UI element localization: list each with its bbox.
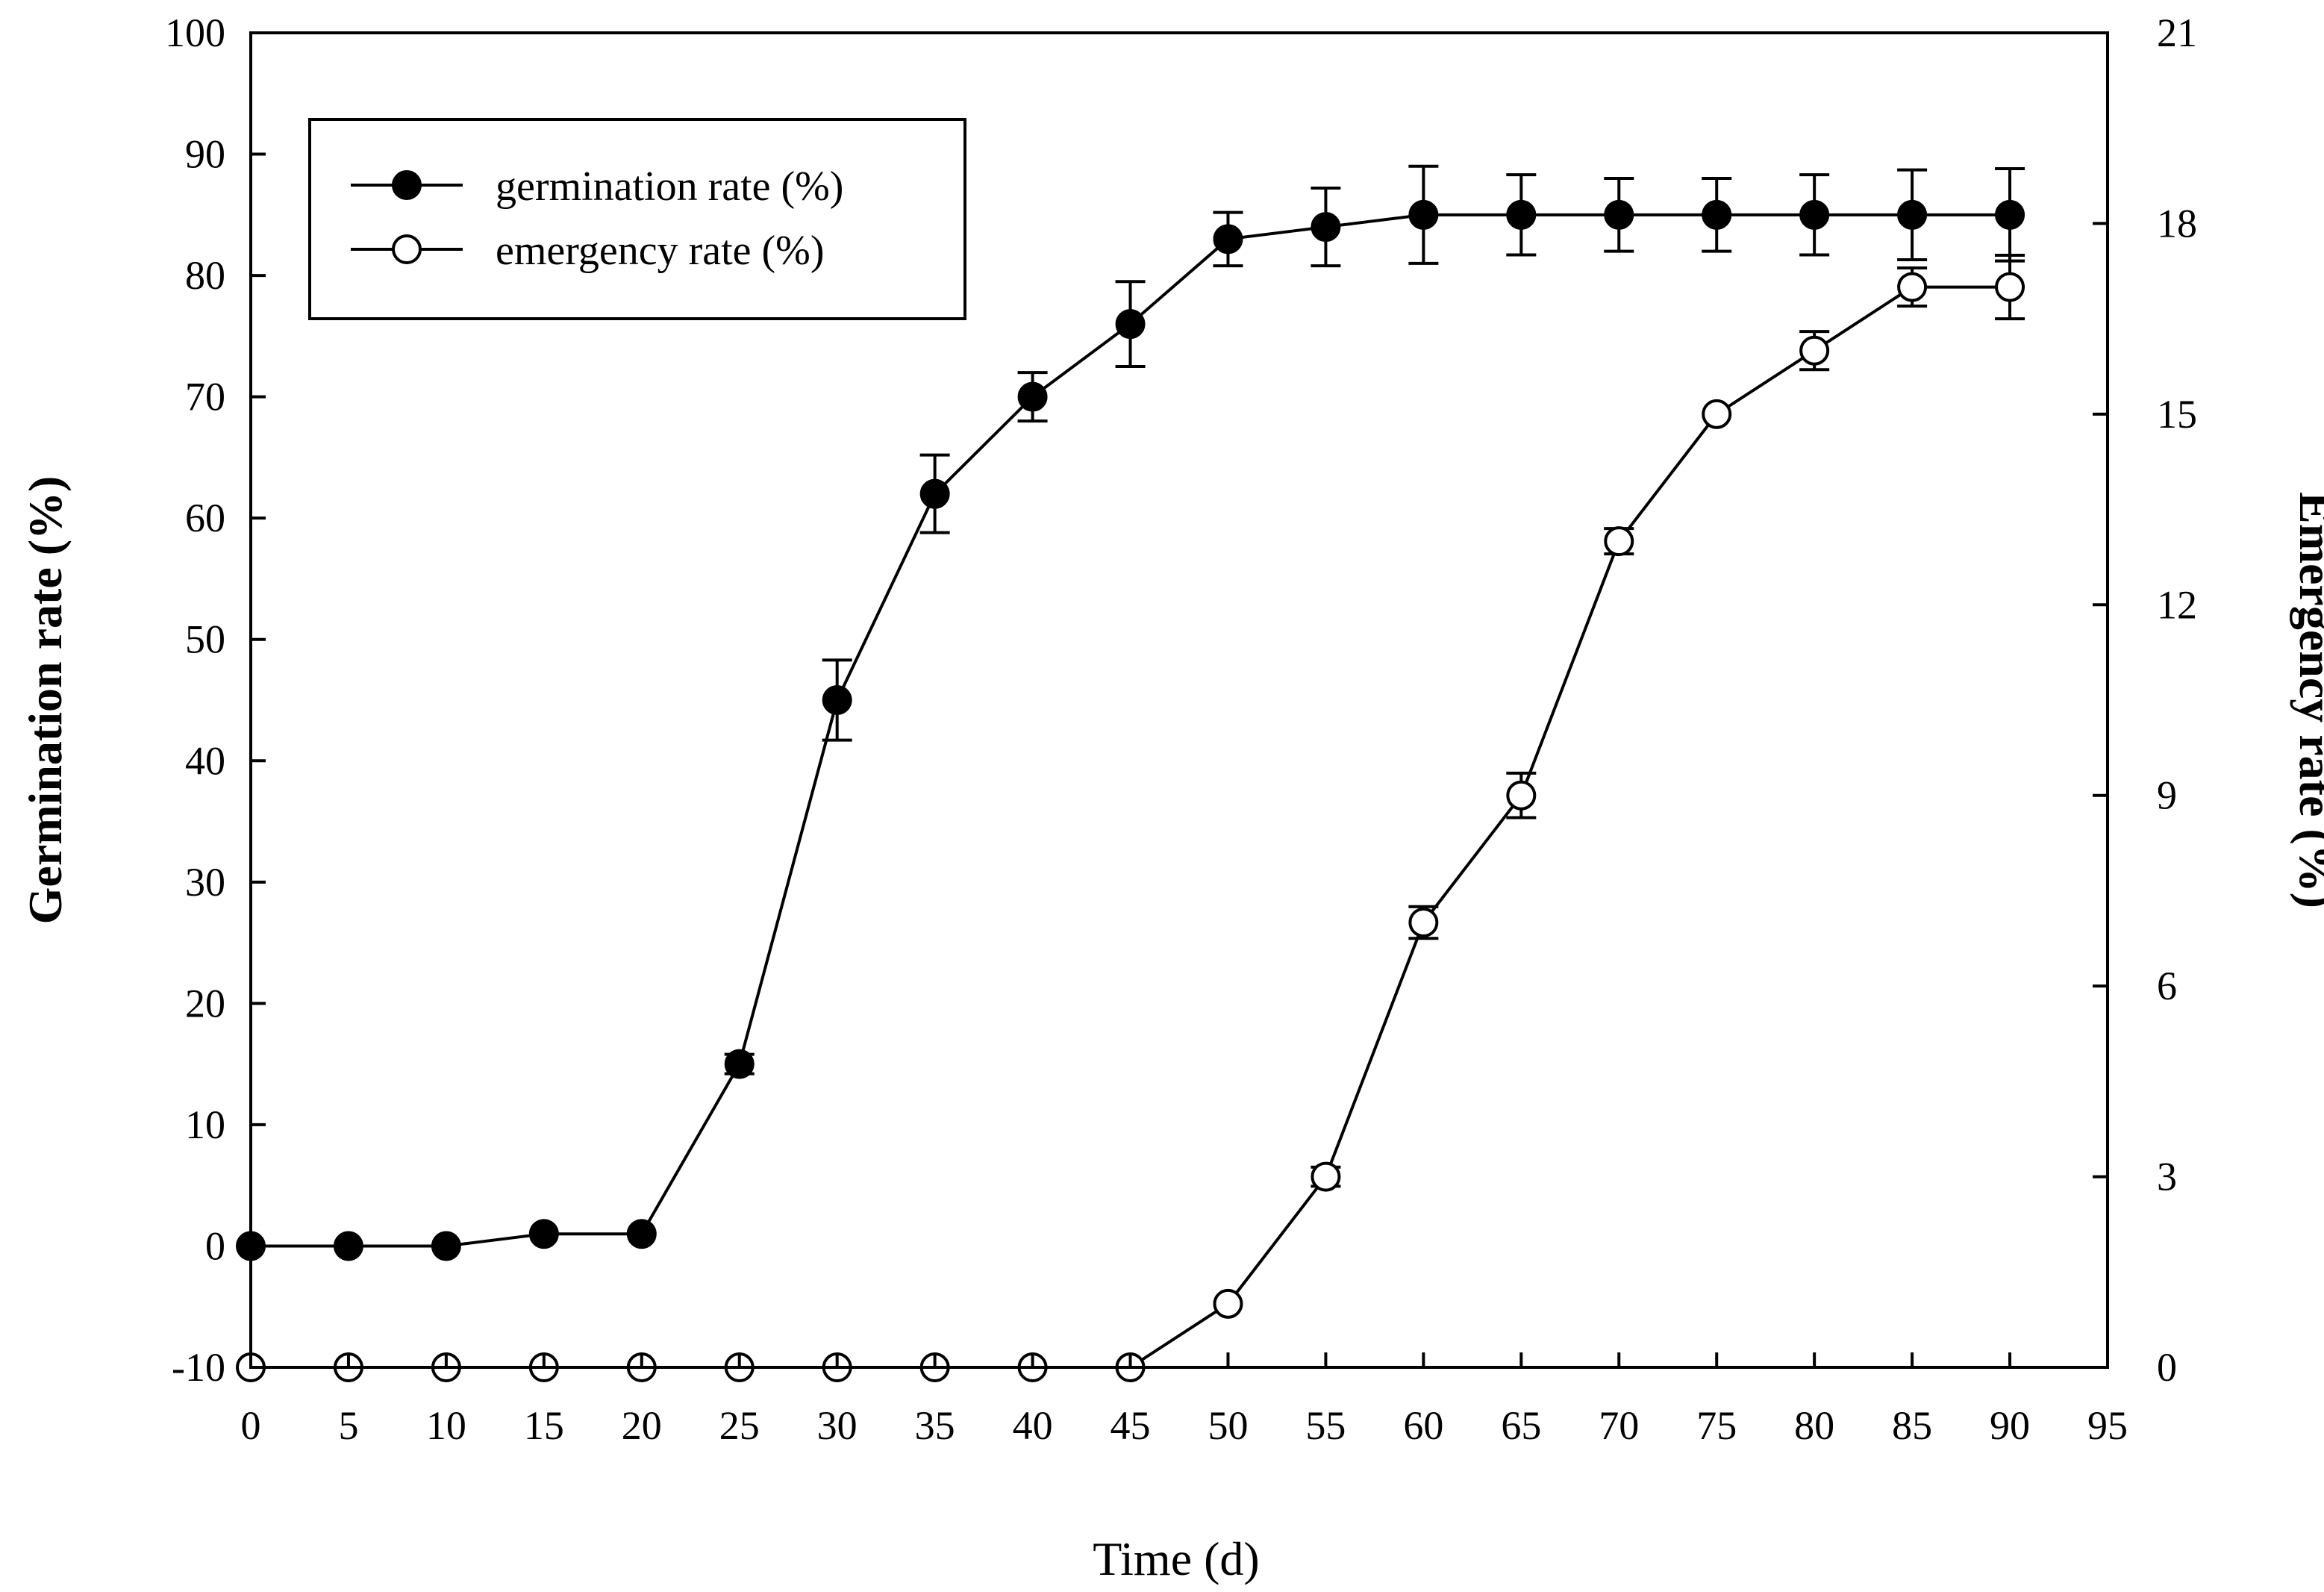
- data-point-emergency: [1799, 335, 1830, 366]
- y-left-axis-title: Germination rate (%): [19, 476, 72, 925]
- plot-frame: [249, 31, 2109, 1369]
- data-point-germination: [1408, 199, 1439, 230]
- legend-marker-filled-circle-icon: [392, 170, 422, 200]
- y-left-tick-label: 0: [205, 1223, 225, 1268]
- y-left-tick-label: -10: [172, 1345, 225, 1390]
- y-left-tick-label: 50: [185, 617, 225, 662]
- y-right-tick-label: 15: [2157, 392, 2197, 437]
- x-axis-title: Time (d): [1093, 1532, 1259, 1585]
- x-tick-label: 15: [524, 1403, 564, 1448]
- y-left-tick-label: 40: [185, 738, 225, 783]
- data-point-germination: [1506, 199, 1537, 230]
- y-right-tick-label: 3: [2157, 1155, 2177, 1199]
- y-left-tick-label: 20: [185, 981, 225, 1026]
- data-point-emergency: [1213, 1288, 1243, 1319]
- data-point-germination: [431, 1231, 461, 1261]
- data-point-germination: [1213, 224, 1243, 255]
- axes-layer: 0 5 10 15 20 25 30 35 40 45 50 55 60 65 70 75 80 85 90 95-1…: [165, 10, 2197, 1448]
- data-point-emergency: [1408, 908, 1439, 937]
- x-tick-label: 50: [1208, 1403, 1248, 1448]
- data-point-emergency: [1311, 1161, 1341, 1192]
- data-point-germination: [919, 478, 950, 509]
- y-left-tick-label: 10: [185, 1102, 225, 1147]
- x-tick-label: 55: [1305, 1403, 1346, 1448]
- y-right-axis-title: Emergency rate (%): [2290, 492, 2324, 908]
- x-tick-label: 85: [1892, 1403, 1932, 1448]
- legend-marker-open-circle-icon: [392, 234, 422, 264]
- x-tick-label: 70: [1599, 1403, 1639, 1448]
- data-point-emergency: [1702, 399, 1732, 429]
- x-tick-label: 30: [817, 1403, 858, 1448]
- data-point-emergency: [1506, 780, 1537, 811]
- x-tick-label: 75: [1696, 1403, 1737, 1448]
- data-point-germination: [1017, 381, 1048, 412]
- data-point-germination: [1799, 199, 1830, 230]
- data-point-emergency: [1995, 272, 2025, 302]
- x-tick-label: 25: [719, 1403, 760, 1448]
- x-tick-label: 20: [622, 1403, 662, 1448]
- x-tick-label: 0: [241, 1403, 261, 1448]
- x-tick-label: 60: [1403, 1403, 1443, 1448]
- y-left-tick-label: 30: [185, 860, 225, 905]
- data-point-germination: [1311, 212, 1341, 243]
- data-point-germination: [1897, 199, 1928, 230]
- data-point-germination: [333, 1231, 363, 1261]
- y-left-tick-label: 100: [165, 10, 225, 55]
- y-left-tick-label: 60: [185, 496, 225, 540]
- y-left-tick-label: 70: [185, 375, 225, 419]
- y-right-tick-label: 9: [2157, 773, 2177, 818]
- legend-label-germination: germination rate (%): [496, 163, 843, 210]
- data-point-germination: [822, 685, 852, 715]
- data-point-germination: [724, 1049, 755, 1079]
- x-tick-label: 90: [1990, 1403, 2030, 1448]
- y-right-tick-label: 6: [2157, 964, 2177, 1008]
- x-tick-label: 65: [1501, 1403, 1541, 1448]
- data-point-emergency: [1897, 272, 1928, 302]
- y-right-tick-label: 12: [2157, 582, 2197, 627]
- data-point-emergency: [1604, 526, 1634, 557]
- y-right-tick-label: 18: [2157, 201, 2197, 246]
- x-tick-label: 95: [2087, 1403, 2128, 1448]
- legend: germination rate (%) emergency rate (%): [308, 118, 966, 320]
- data-point-germination: [626, 1219, 657, 1249]
- x-tick-label: 5: [338, 1403, 358, 1448]
- x-tick-label: 40: [1013, 1403, 1053, 1448]
- legend-box: [308, 118, 966, 320]
- y-right-tick-label: 21: [2157, 10, 2197, 55]
- data-point-germination: [1995, 199, 2025, 230]
- y-left-tick-label: 80: [185, 253, 225, 298]
- y-right-tick-label: 0: [2157, 1345, 2177, 1390]
- legend-label-emergency: emergency rate (%): [496, 228, 824, 274]
- x-tick-label: 80: [1794, 1403, 1834, 1448]
- data-point-germination: [1115, 309, 1146, 340]
- data-point-germination: [1702, 199, 1732, 230]
- x-tick-label: 35: [915, 1403, 955, 1448]
- y-left-tick-label: 90: [185, 132, 225, 177]
- data-point-germination: [1604, 199, 1634, 230]
- x-tick-label: 45: [1111, 1403, 1151, 1448]
- data-point-germination: [528, 1219, 559, 1249]
- x-tick-label: 10: [426, 1403, 466, 1448]
